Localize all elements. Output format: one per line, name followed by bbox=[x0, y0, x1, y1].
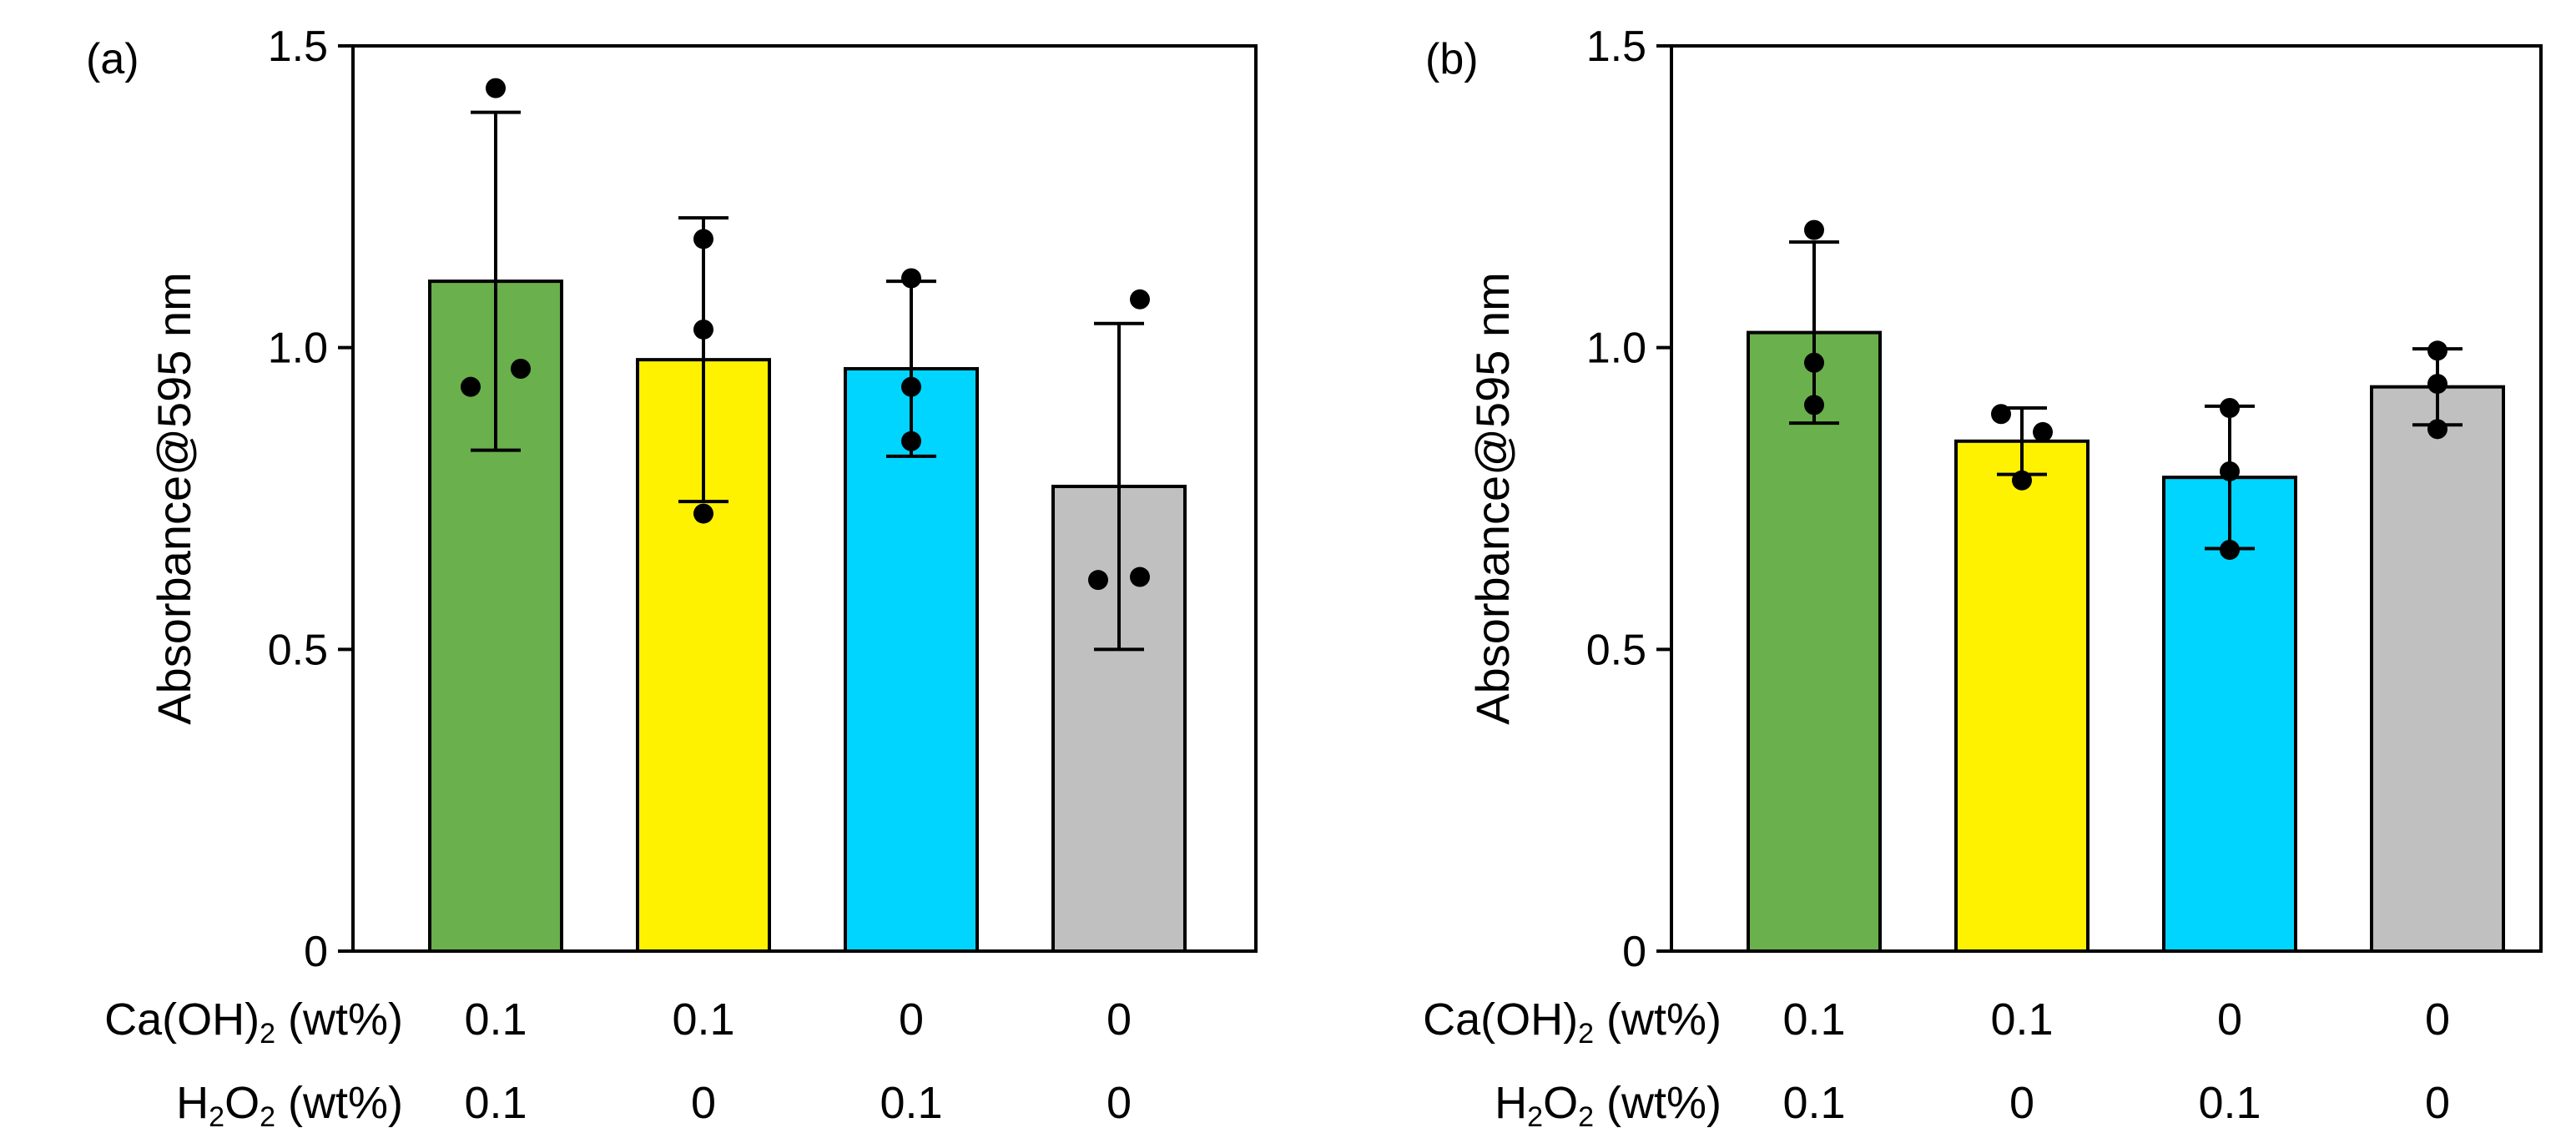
y-tick-label-b-1: 0.5 bbox=[1586, 626, 1646, 674]
data-point-a-2-1 bbox=[693, 229, 713, 249]
plot-frame-a bbox=[351, 44, 1258, 953]
y-tick-label-b-2: 1.0 bbox=[1586, 325, 1646, 373]
caoh2-row-label-a: Ca(OH)2 (wt%) bbox=[104, 994, 403, 1050]
bar-b-2 bbox=[1954, 439, 2090, 953]
data-point-a-1-2 bbox=[461, 376, 481, 397]
data-point-b-1-3 bbox=[1804, 395, 1824, 415]
condition-value-b-h2o2-4: 0 bbox=[2425, 1078, 2450, 1128]
bar-a-3 bbox=[844, 366, 979, 953]
condition-value-b-h2o2-1: 0.1 bbox=[1782, 1078, 1845, 1128]
data-point-b-3-3 bbox=[2220, 539, 2240, 560]
condition-value-b-h2o2-3: 0.1 bbox=[2198, 1078, 2261, 1128]
y-tick-label-b-3: 1.5 bbox=[1586, 23, 1646, 71]
condition-value-b-caoh2-3: 0 bbox=[2217, 994, 2242, 1045]
y-tick-label-a-1: 0.5 bbox=[268, 626, 328, 674]
data-point-a-4-3 bbox=[1130, 566, 1150, 587]
panel-label-a: (a) bbox=[86, 35, 139, 83]
data-point-b-3-1 bbox=[2220, 398, 2240, 418]
bar-b-4 bbox=[2370, 385, 2505, 953]
condition-value-a-caoh2-1: 0.1 bbox=[464, 994, 527, 1045]
h2o2-row-label-b: H2O2 (wt%) bbox=[1495, 1078, 1722, 1133]
data-point-a-2-2 bbox=[693, 319, 713, 340]
data-point-a-2-3 bbox=[693, 503, 713, 524]
condition-value-a-h2o2-4: 0 bbox=[1107, 1078, 1132, 1128]
data-point-b-4-1 bbox=[2427, 340, 2447, 361]
data-point-a-3-1 bbox=[901, 268, 921, 289]
y-tick-label-b-0: 0 bbox=[1622, 928, 1646, 976]
data-point-a-4-1 bbox=[1130, 289, 1150, 310]
condition-value-a-caoh2-2: 0.1 bbox=[672, 994, 734, 1045]
h2o2-row-label-a: H2O2 (wt%) bbox=[176, 1078, 403, 1133]
condition-value-b-caoh2-2: 0.1 bbox=[1990, 994, 2053, 1045]
data-point-b-3-2 bbox=[2220, 461, 2240, 481]
data-point-b-4-3 bbox=[2427, 419, 2447, 440]
data-point-b-2-3 bbox=[2012, 470, 2032, 491]
y-tick-label-a-2: 1.0 bbox=[268, 325, 328, 373]
data-point-b-1-2 bbox=[1804, 352, 1824, 373]
data-point-b-4-2 bbox=[2427, 374, 2447, 395]
data-point-b-2-2 bbox=[2033, 421, 2053, 442]
panel-b: 0.1 0.1 0.1 0 0 0.1 0 0 0 0.5 1.0 1.5 Absorbance@595… bbox=[1425, 23, 2543, 1128]
condition-value-a-h2o2-1: 0.1 bbox=[464, 1078, 527, 1128]
data-point-b-2-1 bbox=[1991, 404, 2011, 425]
data-point-a-3-3 bbox=[901, 431, 921, 451]
y-tick-label-a-3: 1.5 bbox=[268, 23, 328, 71]
condition-value-a-h2o2-3: 0.1 bbox=[880, 1078, 942, 1128]
condition-value-b-caoh2-4: 0 bbox=[2425, 994, 2450, 1045]
condition-value-a-caoh2-3: 0 bbox=[899, 994, 924, 1045]
data-point-a-4-2 bbox=[1088, 570, 1108, 591]
data-point-b-1-1 bbox=[1804, 219, 1824, 240]
data-point-a-1-1 bbox=[486, 78, 506, 98]
condition-value-a-caoh2-4: 0 bbox=[1107, 994, 1132, 1045]
caoh2-row-label-b: Ca(OH)2 (wt%) bbox=[1423, 994, 1722, 1050]
plot-frame-b bbox=[1670, 44, 2543, 953]
y-axis-title-b: Absorbance@595 nm bbox=[1466, 272, 1519, 725]
condition-value-b-h2o2-2: 0 bbox=[2009, 1078, 2034, 1128]
condition-value-b-caoh2-1: 0.1 bbox=[1782, 994, 1845, 1045]
data-point-a-1-3 bbox=[511, 358, 531, 379]
bar-b-1 bbox=[1747, 330, 1882, 954]
y-tick-label-a-0: 0 bbox=[304, 928, 328, 976]
data-point-a-3-2 bbox=[901, 376, 921, 397]
panel-a: 0.1 0.1 0.1 0 0 0.1 0 0 0 0.5 1.0 1.5 Absorbance@595… bbox=[86, 23, 1258, 1128]
panel-label-b: (b) bbox=[1425, 35, 1479, 83]
y-axis-title-a: Absorbance@595 nm bbox=[148, 272, 200, 725]
condition-value-a-h2o2-2: 0 bbox=[691, 1078, 716, 1128]
